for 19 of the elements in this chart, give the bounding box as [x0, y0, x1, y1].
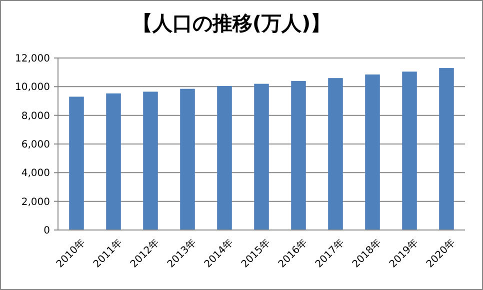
bar [439, 68, 454, 230]
bar [254, 84, 269, 230]
y-tick-label: 2,000 [21, 196, 50, 208]
bar [143, 92, 158, 230]
chart-title: 【人口の推移(万人)】 [132, 11, 331, 35]
bar [106, 93, 121, 230]
y-tick-label: 4,000 [21, 168, 50, 180]
y-tick-label: 8,000 [21, 110, 50, 122]
y-tick-label: 10,000 [15, 82, 50, 94]
y-tick-label: 6,000 [21, 140, 50, 150]
bar [180, 88, 195, 230]
bar [365, 74, 380, 230]
bar [328, 78, 343, 230]
bar [217, 86, 232, 230]
y-tick-label: 12,000 [15, 54, 50, 64]
y-tick-label: 0 [44, 226, 50, 236]
bar [402, 72, 417, 230]
bar [69, 96, 84, 230]
bar [291, 80, 306, 230]
